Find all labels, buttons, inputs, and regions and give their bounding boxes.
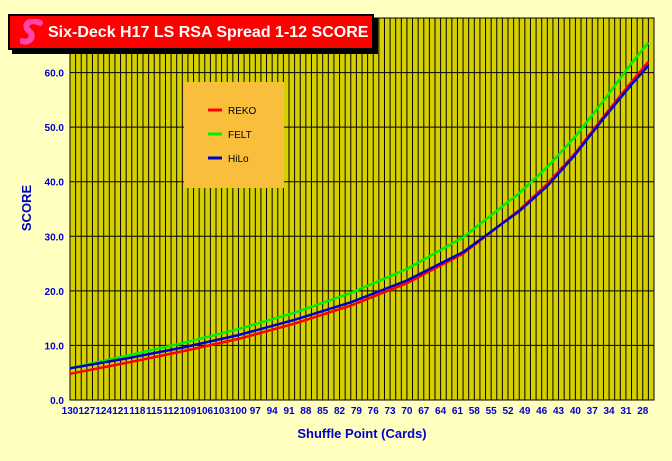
x-tick-label: 88 xyxy=(300,406,312,417)
x-tick-label: 49 xyxy=(519,406,531,417)
x-tick-label: 28 xyxy=(637,406,649,417)
y-tick-label: 0.0 xyxy=(50,396,64,407)
series-line-hilo xyxy=(69,64,650,370)
x-tick-label: 43 xyxy=(553,406,565,417)
x-tick-label: 37 xyxy=(587,406,599,417)
x-tick-label: 64 xyxy=(435,406,447,417)
x-tick-label: 34 xyxy=(604,406,616,417)
x-tick-label: 76 xyxy=(368,406,380,417)
x-tick-label: 40 xyxy=(570,406,582,417)
y-tick-label: 20.0 xyxy=(45,287,65,298)
x-tick-label: 85 xyxy=(317,406,329,417)
legend-label-hilo: HiLo xyxy=(228,154,249,165)
x-tick-label: 82 xyxy=(334,406,346,417)
x-tick-label: 100 xyxy=(230,406,247,417)
x-tick-label: 46 xyxy=(536,406,548,417)
x-tick-label: 55 xyxy=(486,406,498,417)
logo-icon xyxy=(20,19,43,45)
x-tick-label: 124 xyxy=(95,406,112,417)
x-tick-label: 94 xyxy=(267,406,279,417)
x-tick-label: 73 xyxy=(385,406,397,417)
x-tick-label: 112 xyxy=(163,406,180,417)
chart-title-box: Six-Deck H17 LS RSA Spread 1-12 SCORE xyxy=(8,14,374,50)
y-tick-label: 50.0 xyxy=(45,123,65,134)
legend-label-felt: FELT xyxy=(228,130,252,141)
x-tick-label: 67 xyxy=(418,406,430,417)
x-tick-label: 127 xyxy=(79,406,96,417)
legend-label-reko: REKO xyxy=(228,106,257,117)
x-tick-label: 97 xyxy=(250,406,262,417)
x-tick-label: 61 xyxy=(452,406,464,417)
x-tick-label: 31 xyxy=(620,406,632,417)
x-axis-label: Shuffle Point (Cards) xyxy=(297,426,426,441)
x-tick-label: 106 xyxy=(196,406,213,417)
y-axis-label: SCORE xyxy=(19,185,34,232)
y-tick-label: 30.0 xyxy=(45,232,65,243)
x-tick-label: 103 xyxy=(213,406,230,417)
x-tick-label: 109 xyxy=(180,406,197,417)
x-tick-label: 130 xyxy=(62,406,79,417)
x-tick-label: 79 xyxy=(351,406,363,417)
y-tick-label: 10.0 xyxy=(45,341,65,352)
y-tick-label: 60.0 xyxy=(45,69,65,80)
x-tick-label: 52 xyxy=(502,406,514,417)
series-line-felt xyxy=(69,41,650,370)
y-tick-label: 40.0 xyxy=(45,178,65,189)
x-tick-label: 118 xyxy=(129,406,146,417)
legend-box xyxy=(184,82,284,188)
x-tick-label: 70 xyxy=(401,406,413,417)
x-tick-label: 121 xyxy=(112,406,129,417)
x-tick-label: 58 xyxy=(469,406,481,417)
x-tick-label: 91 xyxy=(283,406,295,417)
chart-title: Six-Deck H17 LS RSA Spread 1-12 SCORE xyxy=(48,24,369,41)
x-tick-label: 115 xyxy=(146,406,163,417)
